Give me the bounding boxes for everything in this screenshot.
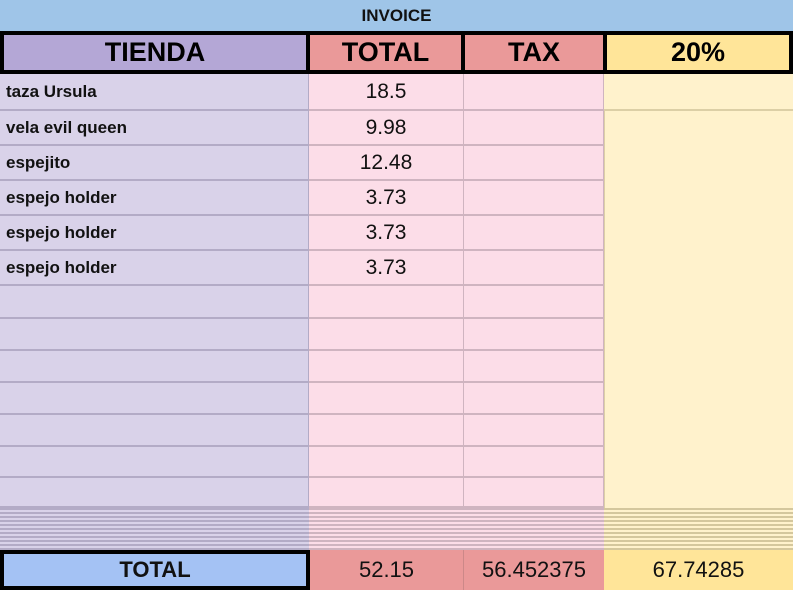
hidden-rows-band [464, 508, 604, 550]
cell-tax[interactable] [464, 286, 604, 319]
cell-tax[interactable] [464, 111, 604, 146]
cell-total[interactable] [309, 447, 464, 478]
hidden-rows-band [604, 508, 793, 550]
total-label[interactable]: TOTAL [0, 550, 310, 590]
cell-tienda[interactable]: taza Ursula [0, 74, 309, 111]
cell-total[interactable] [309, 383, 464, 415]
cell-tienda[interactable] [0, 286, 309, 319]
cell-total[interactable]: 9.98 [309, 111, 464, 146]
cell-tienda[interactable] [0, 415, 309, 447]
cell-tax[interactable] [464, 478, 604, 508]
header-total[interactable]: TOTAL [306, 31, 465, 74]
cell-tienda[interactable] [0, 383, 309, 415]
cell-tienda[interactable] [0, 447, 309, 478]
cell-tienda[interactable]: vela evil queen [0, 111, 309, 146]
cell-total[interactable]: 18.5 [309, 74, 464, 111]
cell-tax[interactable] [464, 415, 604, 447]
pct-sum[interactable]: 67.74285 [604, 550, 793, 590]
cell-tax[interactable] [464, 181, 604, 216]
cell-total[interactable]: 12.48 [309, 146, 464, 181]
cell-tax[interactable] [464, 447, 604, 478]
sheet-title[interactable]: INVOICE [0, 0, 793, 31]
cell-tax[interactable] [464, 251, 604, 286]
cell-total[interactable]: 3.73 [309, 181, 464, 216]
tax-sum[interactable]: 56.452375 [464, 550, 604, 590]
cell-tienda[interactable]: espejo holder [0, 251, 309, 286]
cell-tienda[interactable]: espejo holder [0, 216, 309, 251]
header-20pct[interactable]: 20% [603, 31, 793, 74]
cell-total[interactable]: 3.73 [309, 216, 464, 251]
cell-total[interactable] [309, 286, 464, 319]
cell-tax[interactable] [464, 383, 604, 415]
cell-tax[interactable] [464, 74, 604, 111]
cell-tax[interactable] [464, 146, 604, 181]
cell-tax[interactable] [464, 216, 604, 251]
cell-total[interactable] [309, 319, 464, 351]
cell-20pct[interactable] [604, 74, 793, 111]
cell-tienda[interactable] [0, 319, 309, 351]
cell-total[interactable]: 3.73 [309, 251, 464, 286]
cell-tax[interactable] [464, 351, 604, 383]
cell-tienda[interactable]: espejo holder [0, 181, 309, 216]
cell-total[interactable] [309, 478, 464, 508]
hidden-rows-band [0, 508, 309, 550]
header-tienda[interactable]: TIENDA [0, 31, 310, 74]
header-tax[interactable]: TAX [461, 31, 607, 74]
cell-total[interactable] [309, 351, 464, 383]
cell-tax[interactable] [464, 319, 604, 351]
cell-tienda[interactable] [0, 478, 309, 508]
cell-tienda[interactable] [0, 351, 309, 383]
cell-total[interactable] [309, 415, 464, 447]
total-sum[interactable]: 52.15 [310, 550, 464, 590]
hidden-rows-band [309, 508, 464, 550]
cell-tienda[interactable]: espejito [0, 146, 309, 181]
cell-20pct-merged[interactable] [604, 111, 793, 508]
